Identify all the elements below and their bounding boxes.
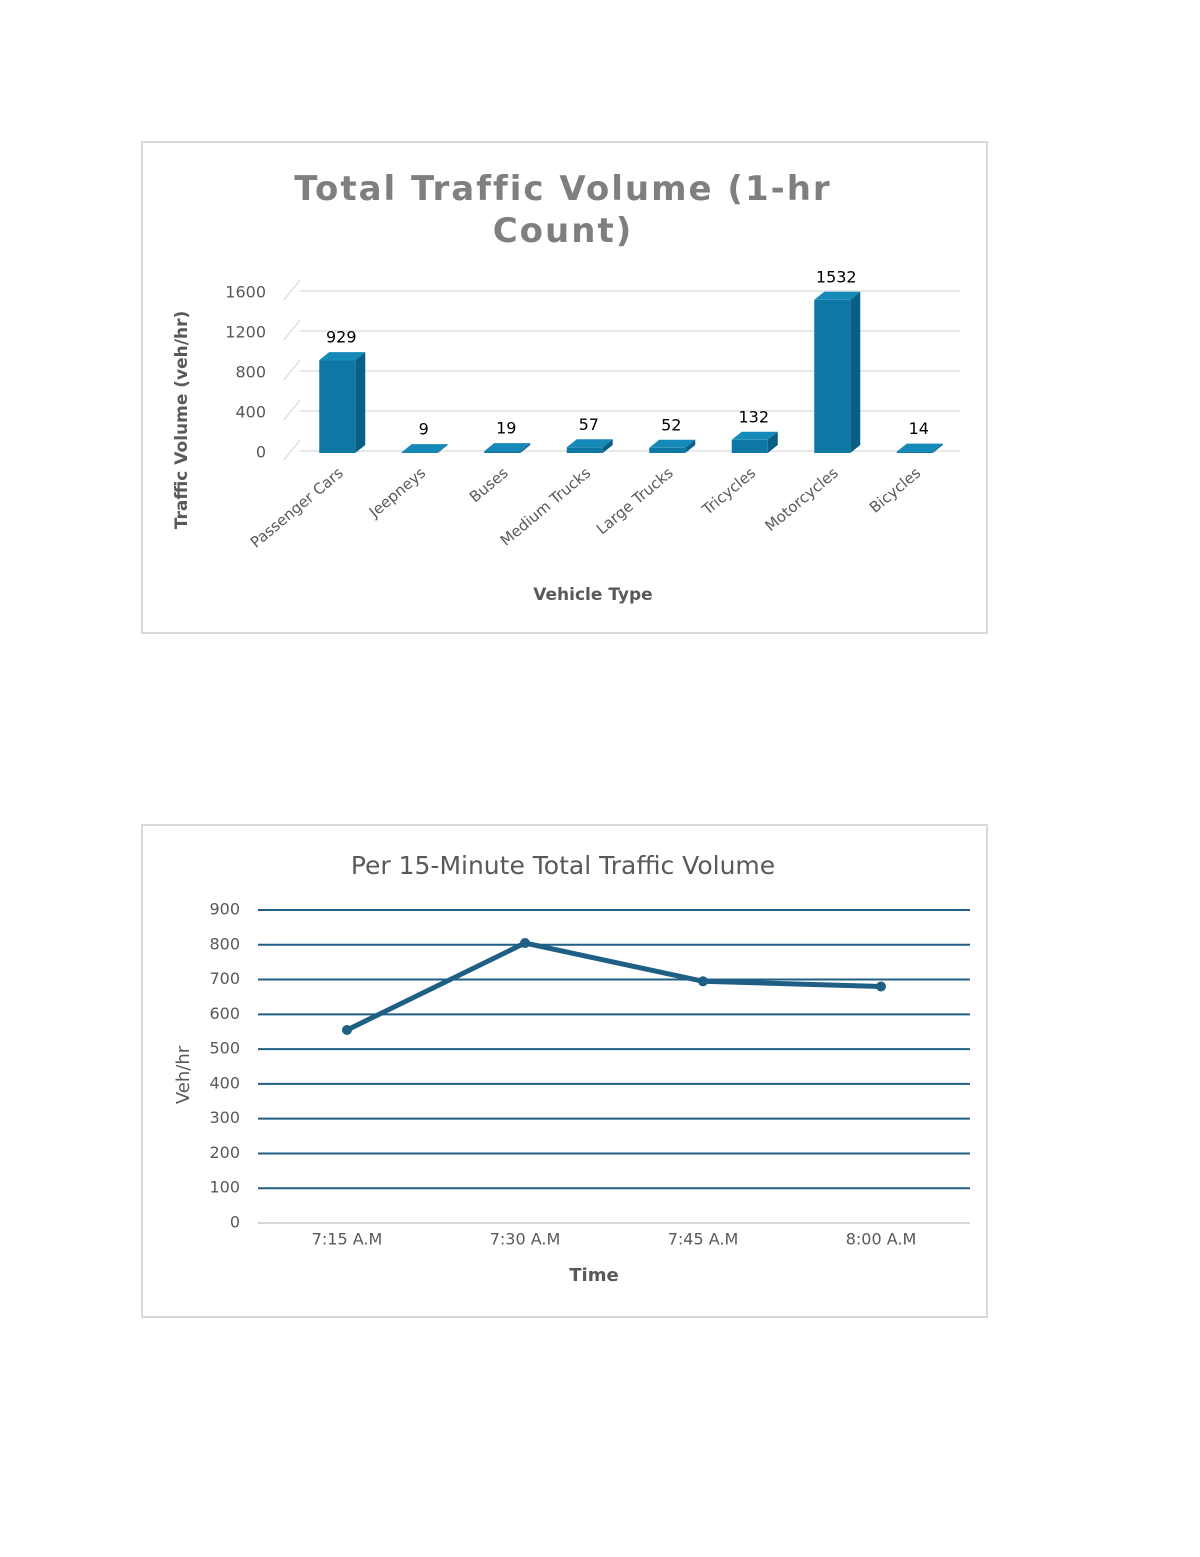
bar-side: [767, 431, 778, 453]
bar-side: [437, 444, 448, 453]
bar-top: [319, 352, 366, 361]
y-tick-label: 0: [256, 443, 266, 462]
bar: [319, 360, 356, 453]
y-tick-label: 900: [209, 900, 240, 919]
bar-side: [355, 352, 366, 453]
data-label: 19: [496, 419, 516, 438]
y-tick-label: 1200: [225, 323, 266, 342]
x-tick-label: 7:15 A.M: [312, 1230, 383, 1249]
data-label: 132: [738, 407, 769, 426]
x-axis-title: Time: [569, 1265, 618, 1286]
data-label: 1532: [816, 267, 857, 286]
bar-top: [401, 444, 448, 453]
x-tick-label: 7:45 A.M: [668, 1230, 739, 1249]
y-tick-label: 700: [209, 969, 240, 988]
y-tick-label: 200: [209, 1143, 240, 1162]
chart-title: Per 15-Minute Total Traffic Volume: [351, 851, 775, 880]
x-tick-label: 8:00 A.M: [846, 1230, 917, 1249]
y-tick-label: 400: [235, 403, 266, 422]
bar: [566, 447, 603, 453]
y-tick-label: 500: [209, 1039, 240, 1058]
bar: [731, 439, 768, 453]
y-tick-label: 800: [235, 363, 266, 382]
line: [345, 940, 882, 1033]
y-tick-label: 100: [209, 1178, 240, 1197]
grid-line: [283, 279, 301, 301]
bar-top: [649, 439, 696, 448]
marker: [876, 981, 886, 992]
bar: [896, 451, 933, 453]
bar-side: [685, 439, 696, 453]
grid-line: [283, 399, 301, 421]
marker: [520, 938, 530, 949]
grid-line: [283, 319, 301, 341]
data-label: 9: [419, 420, 429, 439]
data-label: 57: [579, 415, 599, 434]
y-tick-label: 800: [209, 934, 240, 953]
y-axis-title: Veh/hr: [173, 1045, 194, 1104]
bar-side: [602, 439, 613, 453]
bar-top: [731, 431, 778, 440]
chart-title: Total Traffic Volume (1-hr Count): [294, 169, 831, 251]
grid-line: [283, 439, 301, 461]
y-tick-label: 400: [209, 1073, 240, 1092]
y-axis-title: Traffic Volume (veh/hr): [172, 311, 192, 530]
marker: [342, 1024, 352, 1035]
bar: [814, 299, 851, 453]
y-tick-label: 1600: [225, 283, 266, 302]
x-tick-label: 7:30 A.M: [490, 1230, 561, 1249]
y-tick-label: 300: [209, 1108, 240, 1127]
bar-top: [484, 443, 531, 452]
bar-top: [814, 291, 861, 300]
grid-line: [283, 359, 301, 381]
data-label: 14: [909, 419, 929, 438]
marker: [698, 976, 708, 987]
y-tick-label: 0: [230, 1213, 240, 1232]
bar-side: [520, 443, 531, 453]
bar-side: [932, 443, 943, 453]
bar-side: [850, 291, 861, 453]
bar: [484, 451, 521, 453]
bar: [401, 452, 438, 453]
bar-top: [566, 439, 613, 448]
data-label: 52: [661, 415, 681, 434]
bar: [649, 447, 686, 453]
data-label: 929: [326, 328, 357, 347]
chart-frame: [141, 824, 988, 1318]
bar-top: [896, 443, 943, 452]
y-tick-label: 600: [209, 1004, 240, 1023]
x-axis-title: Vehicle Type: [533, 585, 652, 605]
